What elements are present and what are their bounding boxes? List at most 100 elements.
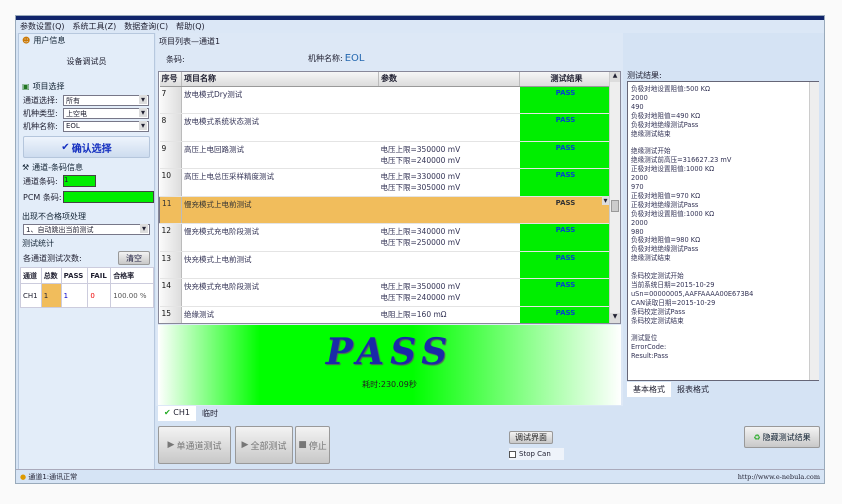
item-params: 电压上限=330000 mV 电压下限=305000 mV bbox=[378, 168, 520, 197]
pcm-barcode-input[interactable] bbox=[63, 191, 154, 203]
refresh-icon: ♻ bbox=[753, 432, 761, 442]
table-row[interactable]: 12 慢充模式充电阶段测试 电压上限=340000 mV 电压下限=250000 … bbox=[159, 223, 612, 252]
wrench-icon: ⚒ bbox=[22, 163, 30, 172]
menu-help[interactable]: 帮助(Q) bbox=[176, 22, 205, 31]
main-window: 参数设置(Q) 系统工具(Z) 数据查询(C) 帮助(Q) ☻ 用户信息 设备调试… bbox=[15, 15, 825, 484]
item-name: 快充模式充电阶段测试 bbox=[181, 278, 379, 307]
row-number: 11 bbox=[159, 196, 182, 224]
menu-params[interactable]: 参数设置(Q) bbox=[20, 22, 65, 31]
item-params: 电阻上限=160 mΩ bbox=[378, 306, 520, 323]
results-label: 测试结果: bbox=[627, 71, 662, 80]
table-row[interactable]: 11 慢充模式上电前测试 PASS bbox=[159, 196, 612, 224]
column-header-name[interactable]: 项目名称 bbox=[181, 72, 379, 87]
test-items-grid: 序号 项目名称 参数 测试结果 7 放电模式Dry测试 PASS 8 放电模式系统… bbox=[158, 71, 621, 324]
channel-select[interactable]: 所有 bbox=[63, 95, 149, 106]
item-result: PASS bbox=[519, 278, 612, 307]
result-text: PASS bbox=[325, 331, 454, 373]
stats-header: 总数 bbox=[40, 267, 62, 284]
item-result: PASS bbox=[519, 223, 612, 252]
menu-data[interactable]: 数据查询(C) bbox=[124, 22, 169, 31]
barcode-label: 条码: bbox=[166, 55, 185, 64]
table-row[interactable]: 7 放电模式Dry测试 PASS bbox=[159, 86, 612, 114]
tab-ch1[interactable]: ✔ CH1 bbox=[158, 406, 196, 421]
item-name: 放电模式系统状态测试 bbox=[181, 113, 379, 142]
param-upper: 电压上限=350000 mV bbox=[380, 144, 461, 154]
table-row[interactable]: 9 高压上电回路测试 电压上限=350000 mV 电压下限=240000 mV … bbox=[159, 141, 612, 169]
item-name: 高压上电总压采样精度测试 bbox=[181, 168, 379, 197]
stats-rate: 100.00 % bbox=[110, 283, 154, 308]
param-upper: 电压上限=350000 mV bbox=[380, 282, 461, 291]
project-list-title: 项目列表—通道1 bbox=[159, 37, 221, 46]
play-icon: ▶ bbox=[167, 440, 175, 450]
checkbox-icon[interactable] bbox=[509, 450, 516, 458]
result-banner: PASS 耗时:230.09秒 bbox=[158, 325, 621, 405]
model-name-select[interactable]: EOL bbox=[63, 121, 149, 132]
project-icon: ▣ bbox=[22, 82, 30, 91]
stop-can-checkbox[interactable]: Stop Can bbox=[509, 448, 564, 460]
param-upper: 电压上限=340000 mV bbox=[380, 227, 461, 236]
clear-button[interactable]: 清空 bbox=[118, 251, 150, 265]
param-lower: 电压下限=250000 mV bbox=[380, 238, 461, 247]
fail-handling-select[interactable]: 1、自动跳出当前测试 bbox=[23, 224, 150, 235]
all-test-button[interactable]: ▶ 全部测试 bbox=[235, 426, 293, 464]
project-section: ▣ 项目选择 bbox=[22, 82, 65, 91]
row-number: 7 bbox=[159, 86, 182, 114]
item-name: 高压上电回路测试 bbox=[181, 141, 379, 169]
item-name: 绝缘测试 bbox=[181, 306, 379, 323]
channel-barcode-field: 通道条码: 1 bbox=[19, 173, 154, 189]
tab-report-format[interactable]: 报表格式 bbox=[677, 385, 709, 394]
item-params bbox=[378, 251, 520, 279]
item-result: PASS bbox=[519, 196, 612, 224]
company-url: http://www.e-nebula.com bbox=[737, 472, 820, 481]
stats-header: 通道 bbox=[20, 267, 42, 284]
pcm-barcode-field: PCM 条码: bbox=[19, 189, 154, 205]
column-header-params[interactable]: 参数 bbox=[378, 72, 520, 87]
item-name: 慢充模式上电前测试 bbox=[181, 196, 379, 224]
column-header-no[interactable]: 序号 bbox=[159, 72, 182, 87]
status-text: ● 通道1:通讯正常 bbox=[20, 472, 78, 481]
item-result: PASS bbox=[519, 86, 612, 114]
debug-ui-button[interactable]: 调试界面 bbox=[509, 431, 553, 444]
channel-tabs: ✔ CH1 临时 bbox=[158, 406, 224, 421]
check-icon: ✔ bbox=[61, 141, 70, 153]
item-params: 电压上限=350000 mV 电压下限=240000 mV bbox=[378, 141, 520, 169]
table-row[interactable]: 8 放电模式系统状态测试 PASS bbox=[159, 113, 612, 142]
channel-barcode-input[interactable]: 1 bbox=[63, 175, 96, 187]
model-type-field: 机种类型: 上空电 bbox=[19, 107, 154, 120]
stats-total: 1 bbox=[40, 283, 62, 308]
model-type-select[interactable]: 上空电 bbox=[63, 108, 149, 119]
scroll-thumb[interactable] bbox=[611, 200, 619, 212]
stop-button[interactable]: ■ 停止 bbox=[295, 426, 330, 464]
row-number: 14 bbox=[159, 278, 182, 307]
scroll-up-icon[interactable]: ▲ bbox=[610, 72, 620, 82]
table-row[interactable]: 13 快充模式上电前测试 PASS bbox=[159, 251, 612, 279]
hide-results-button[interactable]: ♻ 隐藏测试结果 bbox=[744, 426, 820, 448]
single-channel-test-button[interactable]: ▶ 单通道测试 bbox=[158, 426, 231, 464]
log-scrollbar[interactable] bbox=[809, 82, 819, 380]
menu-tools[interactable]: 系统工具(Z) bbox=[72, 22, 117, 31]
stats-header: FAIL bbox=[87, 267, 112, 284]
row-number: 15 bbox=[159, 306, 182, 323]
param-lower: 电压下限=240000 mV bbox=[380, 293, 461, 302]
left-panel: ☻用户信息 设备调试员 ▣项目选择 通道选择:所有 机种类型:上空电 机种名称:… bbox=[18, 33, 155, 471]
results-log[interactable]: 负极对地设置阻值:500 KΩ 2000 490 负极对地阻值=490 KΩ 负… bbox=[627, 81, 819, 381]
item-result: PASS bbox=[519, 306, 612, 323]
item-name: 放电模式Dry测试 bbox=[181, 86, 379, 114]
table-row[interactable]: 10 高压上电总压采样精度测试 电压上限=330000 mV 电压下限=30500… bbox=[159, 168, 612, 197]
row-number: 12 bbox=[159, 223, 182, 252]
confirm-selection-button[interactable]: ✔ 确认选择 bbox=[23, 136, 150, 158]
item-result: PASS bbox=[519, 251, 612, 279]
table-row[interactable]: 15 绝缘测试 电阻上限=160 mΩ PASS bbox=[159, 306, 612, 323]
right-panel: 测试结果: 负极对地设置阻值:500 KΩ 2000 490 负极对地阻值=49… bbox=[624, 69, 822, 399]
user-name: 设备调试员 bbox=[66, 57, 107, 66]
status-light-icon: ● bbox=[20, 472, 27, 481]
grid-scrollbar[interactable]: ▲ ▼ bbox=[609, 72, 620, 323]
stats-section: 测试统计 bbox=[22, 239, 54, 248]
scroll-down-icon[interactable]: ▼ bbox=[610, 313, 620, 323]
user-section: ☻ 用户信息 bbox=[22, 36, 66, 45]
tab-temp[interactable]: 临时 bbox=[201, 409, 218, 418]
tab-basic-format[interactable]: 基本格式 bbox=[627, 382, 671, 397]
column-header-result[interactable]: 测试结果 bbox=[519, 72, 612, 87]
table-row[interactable]: 14 快充模式充电阶段测试 电压上限=350000 mV 电压下限=240000 … bbox=[159, 278, 612, 307]
item-name: 快充模式上电前测试 bbox=[181, 251, 379, 279]
